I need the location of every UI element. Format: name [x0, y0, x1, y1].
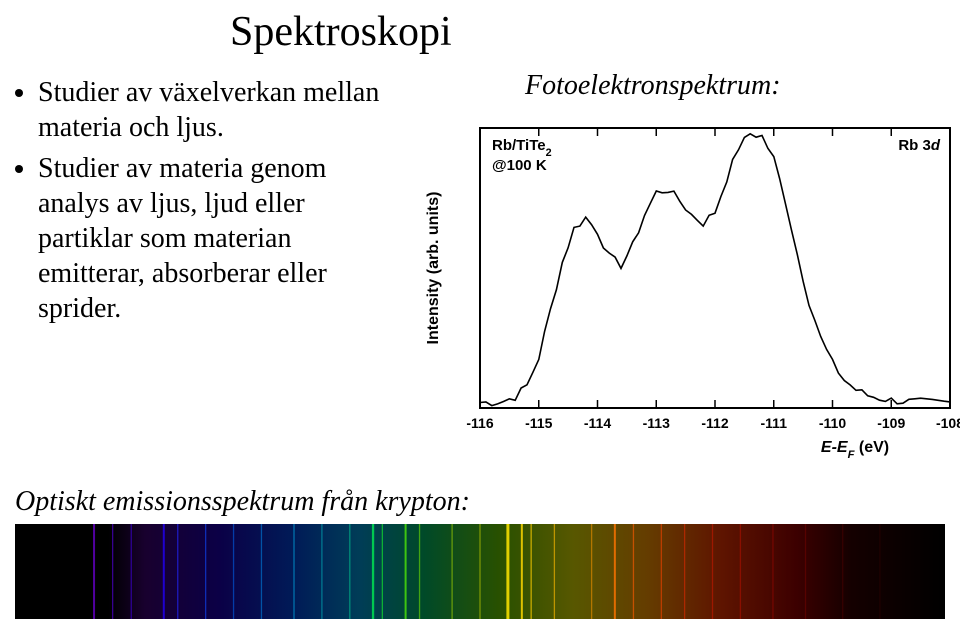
- bullet-item: Studier av växelverkan mellan materia oc…: [38, 75, 400, 145]
- svg-text:@100 K: @100 K: [492, 157, 547, 174]
- svg-text:-113: -113: [643, 415, 670, 431]
- krypton-emission-spectrum: [15, 524, 945, 619]
- svg-text:Rb 3d: Rb 3d: [898, 137, 941, 154]
- svg-text:-110: -110: [819, 415, 846, 431]
- caption-optical-emission: Optiskt emissionsspektrum från krypton:: [15, 486, 470, 518]
- svg-text:-108: -108: [936, 415, 960, 431]
- bullet-list: Studier av växelverkan mellan materia oc…: [10, 75, 400, 332]
- svg-text:-111: -111: [761, 415, 788, 431]
- svg-text:-109: -109: [877, 415, 905, 431]
- caption-photoelectron: Fotoelektronspektrum:: [525, 70, 781, 102]
- bullet-item: Studier av materia genom analys av ljus,…: [38, 151, 400, 326]
- svg-text:-114: -114: [584, 415, 611, 431]
- svg-text:Intensity (arb. units): Intensity (arb. units): [425, 192, 442, 345]
- photoelectron-chart: -116 -115 -114 -113 -112 -111 -110 -109 -108 E-EF…: [420, 108, 960, 478]
- svg-text:-112: -112: [701, 415, 728, 431]
- svg-text:-116: -116: [466, 415, 493, 431]
- svg-text:E-EF (eV): E-EF (eV): [821, 439, 889, 461]
- slide-title: Spektroskopi: [230, 8, 452, 56]
- svg-text:-115: -115: [525, 415, 552, 431]
